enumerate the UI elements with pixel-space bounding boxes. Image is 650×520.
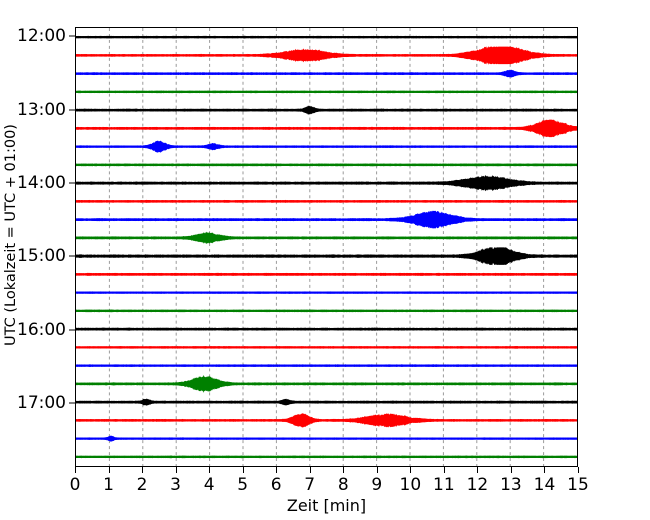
y-axis-tick-labels: 12:00 13:00 14:00 15:00 16:00 17:00 bbox=[0, 0, 66, 520]
x-tick-mark bbox=[175, 467, 177, 473]
y-tick-mark bbox=[69, 35, 75, 37]
y-tick-mark bbox=[69, 182, 75, 184]
y-tick-label: 12:00 bbox=[17, 26, 66, 47]
x-tick-label: 2 bbox=[136, 475, 148, 495]
y-tick-label: 17:00 bbox=[17, 392, 66, 413]
x-tick-label: 9 bbox=[371, 475, 383, 495]
x-tick-mark bbox=[410, 467, 412, 473]
x-tick-label: 5 bbox=[237, 475, 249, 495]
x-tick-mark bbox=[142, 467, 144, 473]
y-tick-mark bbox=[69, 329, 75, 330]
x-tick-label: 13 bbox=[500, 475, 522, 495]
x-tick-mark bbox=[309, 467, 311, 473]
x-tick-label: 15 bbox=[567, 475, 589, 495]
x-tick-label: 8 bbox=[337, 475, 349, 495]
x-tick-label: 3 bbox=[170, 475, 182, 495]
y-tick-label: 14:00 bbox=[17, 172, 66, 193]
x-tick-mark bbox=[209, 467, 211, 473]
y-axis-title-text: UTC (Lokalzeit = UTC + 01:00) bbox=[3, 124, 19, 346]
x-tick-label: 1 bbox=[103, 475, 114, 495]
y-tick-label: 16:00 bbox=[17, 319, 66, 340]
x-tick-label: 14 bbox=[533, 475, 556, 495]
plot-area bbox=[75, 27, 578, 467]
x-tick-label: 12 bbox=[466, 475, 489, 495]
x-tick-label: 10 bbox=[399, 475, 422, 495]
y-tick-mark bbox=[69, 402, 75, 404]
x-tick-mark bbox=[75, 467, 76, 473]
x-tick-mark bbox=[276, 467, 278, 473]
x-tick-label: 6 bbox=[270, 475, 282, 495]
x-tick-mark bbox=[544, 467, 546, 473]
x-axis-title: Zeit [min] bbox=[286, 496, 367, 515]
y-tick-mark bbox=[69, 109, 75, 110]
x-tick-mark bbox=[242, 467, 244, 473]
x-tick-mark bbox=[510, 467, 512, 473]
x-tick-mark bbox=[578, 467, 579, 473]
x-tick-label: 11 bbox=[433, 475, 455, 495]
x-tick-mark bbox=[477, 467, 479, 473]
grid-lines bbox=[108, 28, 545, 466]
y-axis-title: UTC (Lokalzeit = UTC + 01:00) bbox=[0, 0, 22, 470]
y-tick-label: 13:00 bbox=[17, 99, 66, 120]
seismic-traces bbox=[76, 35, 577, 459]
y-tick-mark bbox=[69, 255, 75, 257]
x-tick-label: 0 bbox=[69, 475, 81, 495]
x-tick-mark bbox=[343, 467, 345, 473]
x-tick-mark bbox=[376, 467, 378, 473]
y-tick-label: 15:00 bbox=[17, 246, 66, 267]
x-tick-mark bbox=[443, 467, 445, 473]
x-tick-label: 4 bbox=[203, 475, 215, 495]
x-tick-mark bbox=[108, 467, 110, 473]
x-tick-label: 7 bbox=[304, 475, 316, 495]
